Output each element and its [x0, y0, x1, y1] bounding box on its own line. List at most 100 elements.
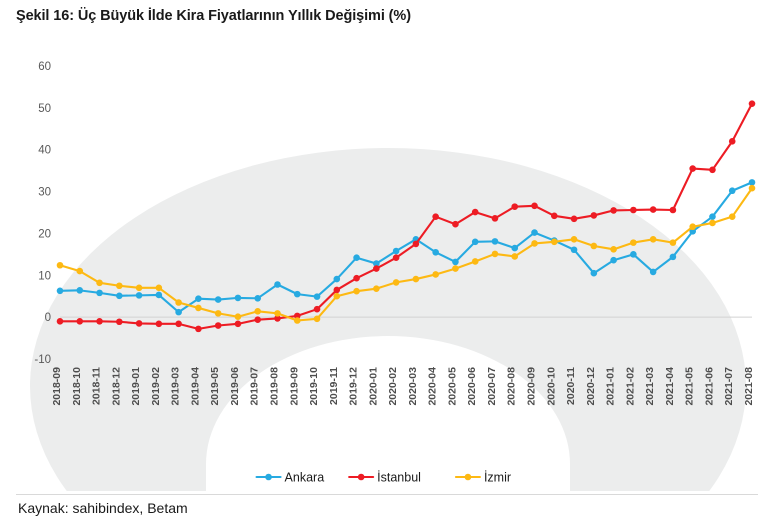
y-axis-tick-label: 40 — [38, 145, 51, 157]
data-point — [293, 312, 301, 320]
data-point — [412, 240, 420, 248]
data-point — [689, 228, 696, 235]
x-axis-tick-label: 2018-10 — [71, 367, 83, 406]
x-axis-tick-label: 2020-02 — [387, 367, 399, 406]
page-title: Şekil 16: Üç Büyük İlde Kira Fiyatlarını… — [16, 8, 411, 24]
data-point — [392, 279, 400, 286]
legend-item-i-zmir[interactable]: İzmir — [454, 471, 511, 485]
data-point — [76, 287, 84, 294]
data-point — [96, 289, 103, 297]
data-point — [96, 279, 103, 287]
x-axis-tick-label: 2021-01 — [605, 367, 617, 406]
data-point — [709, 219, 716, 227]
x-axis-tick-label: 2021-02 — [624, 367, 636, 406]
x-axis-tick-label: 2020-05 — [446, 367, 458, 406]
data-point — [195, 304, 202, 312]
x-axis-tick-label: 2020-04 — [427, 367, 439, 406]
data-point — [135, 320, 143, 327]
x-axis-tick-label: 2021-03 — [644, 367, 656, 406]
x-axis-tick-label: 2020-03 — [407, 367, 419, 406]
data-point — [669, 206, 677, 214]
data-point — [550, 238, 558, 246]
legend-swatch-marker — [464, 473, 472, 481]
x-axis-tick-label: 2018-11 — [91, 367, 103, 405]
data-point — [333, 275, 341, 283]
data-point — [511, 203, 519, 210]
data-point — [116, 282, 123, 290]
data-point — [471, 258, 479, 265]
data-point — [590, 242, 598, 250]
legend-item-i-stanbul[interactable]: İstanbul — [348, 471, 421, 485]
data-point — [274, 315, 281, 322]
x-axis-tick-label: 2020-01 — [367, 367, 379, 406]
data-point — [214, 296, 222, 303]
legend-item-ankara[interactable]: Ankara — [255, 471, 325, 485]
x-axis-tick-label: 2020-08 — [506, 367, 518, 406]
y-axis-tick-label: 50 — [38, 103, 51, 115]
data-point — [511, 253, 519, 260]
data-point — [214, 310, 222, 317]
legend-swatch-marker — [265, 473, 272, 481]
data-point — [669, 253, 677, 261]
x-axis-tick-label: 2020-11 — [565, 367, 577, 405]
data-point — [195, 295, 202, 303]
data-point — [649, 235, 657, 243]
data-point — [491, 215, 499, 222]
data-point — [313, 305, 321, 313]
series-line — [58, 181, 754, 314]
x-axis-tick-label: 2021-07 — [723, 367, 735, 406]
data-point — [373, 285, 380, 292]
x-axis-tick-label: 2020-09 — [526, 367, 538, 406]
data-point — [610, 256, 617, 264]
data-point — [570, 246, 578, 254]
x-axis-tick-label: 2019-10 — [308, 367, 320, 406]
series-ankara — [56, 179, 756, 316]
data-point — [195, 325, 202, 333]
data-point — [452, 265, 459, 272]
data-point — [214, 322, 222, 329]
data-point — [590, 269, 598, 277]
data-point — [432, 271, 439, 278]
data-point — [175, 299, 182, 306]
x-axis-tick-label: 2021-04 — [664, 367, 676, 406]
data-point — [630, 206, 637, 214]
data-point — [353, 287, 360, 295]
data-point — [293, 290, 301, 298]
data-point — [570, 235, 578, 243]
data-point — [669, 239, 677, 246]
data-point — [392, 247, 400, 255]
data-point — [333, 292, 341, 300]
data-point — [254, 307, 262, 315]
data-point — [432, 248, 439, 256]
x-axis-tick-label: 2018-12 — [110, 367, 122, 406]
data-point — [274, 310, 281, 317]
y-axis-tick-label: 60 — [38, 61, 51, 73]
data-point — [728, 213, 736, 220]
data-point — [630, 251, 637, 258]
data-point — [56, 287, 64, 295]
data-point — [135, 284, 143, 292]
data-point — [728, 187, 736, 195]
x-axis-tick-label: 2020-10 — [545, 367, 557, 406]
data-point — [353, 254, 360, 262]
x-axis-tick-label: 2020-12 — [585, 367, 597, 406]
data-point — [155, 320, 163, 328]
data-point — [56, 261, 64, 269]
data-point — [254, 295, 262, 302]
data-point — [689, 165, 696, 172]
data-point — [373, 265, 380, 272]
y-axis-tick-label: 30 — [38, 187, 51, 199]
data-point — [748, 184, 756, 192]
legend-label: İzmir — [484, 471, 511, 485]
data-point — [76, 318, 84, 325]
data-point — [96, 318, 103, 325]
x-axis-tick-label: 2018-09 — [51, 367, 63, 406]
data-point — [511, 244, 519, 252]
data-point — [709, 213, 716, 220]
x-axis-tick-label: 2019-07 — [249, 367, 261, 406]
data-point — [452, 220, 459, 228]
x-axis-tick-label: 2021-05 — [684, 367, 696, 406]
divider — [16, 494, 758, 495]
data-point — [531, 240, 538, 247]
